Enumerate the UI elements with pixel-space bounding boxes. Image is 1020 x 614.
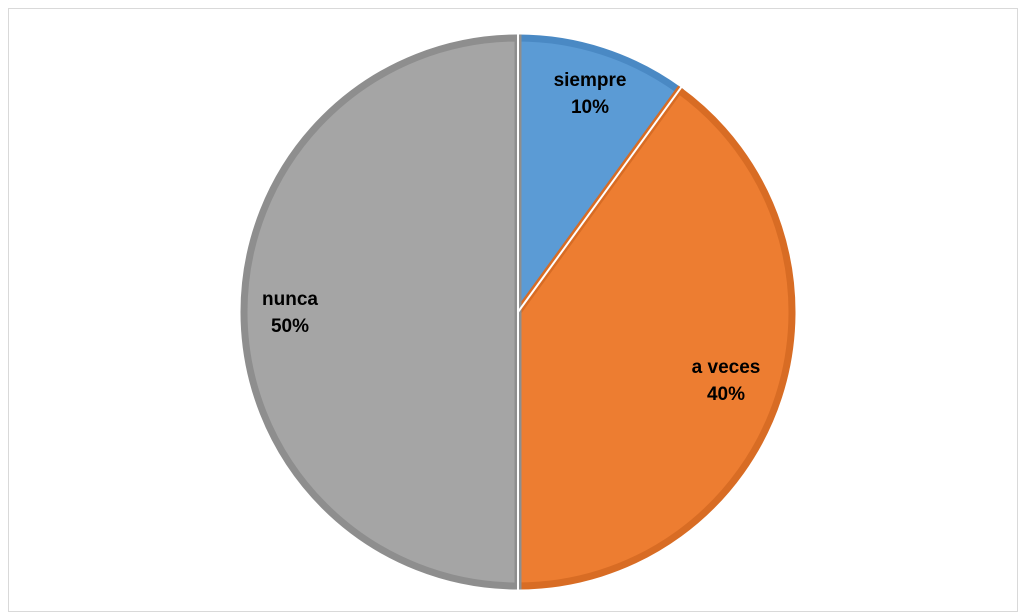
data-label-percent: 40% (707, 384, 745, 405)
data-label-category: a veces (692, 357, 761, 378)
pie-slice-a-veces (514, 85, 796, 590)
data-label-category: siempre (554, 70, 627, 91)
data-label-category: nunca (262, 289, 318, 310)
slice-separator (517, 86, 683, 313)
pie-slice-nunca (240, 34, 522, 590)
data-label-percent: 10% (571, 97, 609, 118)
pie-slice-siempre (514, 34, 684, 323)
data-label-percent: 50% (271, 316, 309, 337)
